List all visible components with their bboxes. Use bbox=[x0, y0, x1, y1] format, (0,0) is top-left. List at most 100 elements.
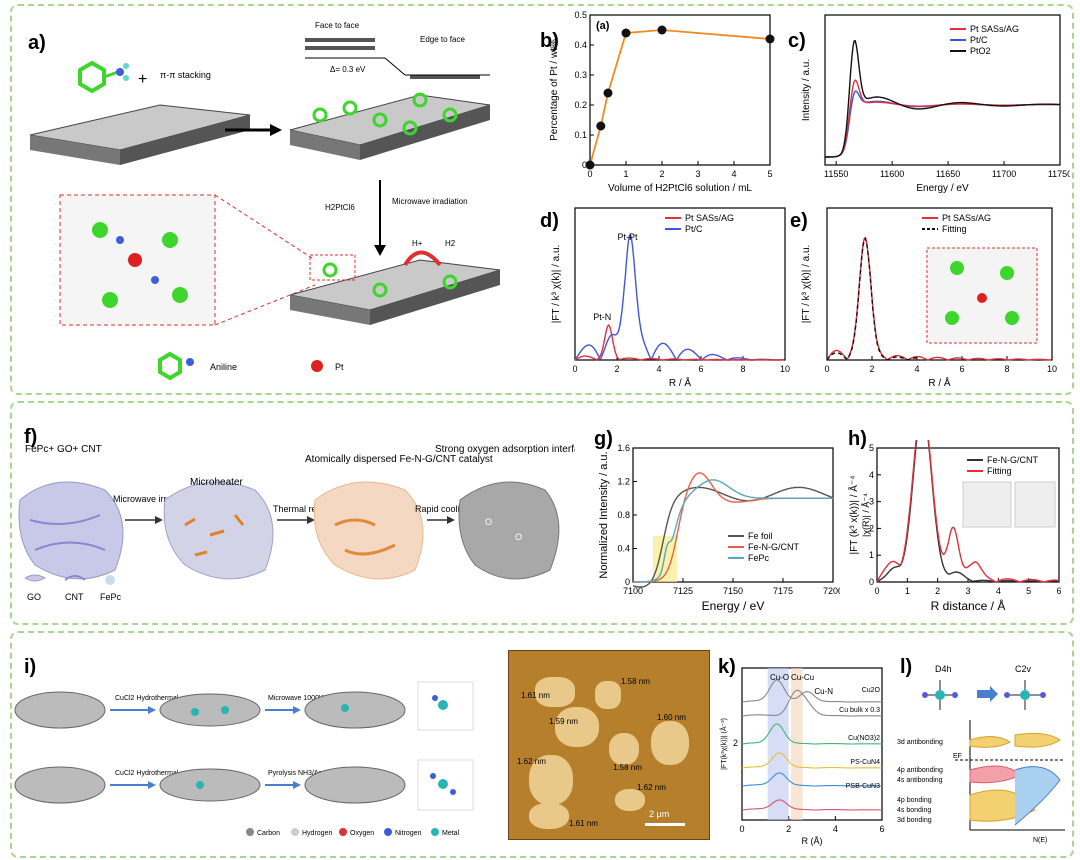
b-y-tick-label: 0.5 bbox=[574, 10, 587, 20]
f-legend: GO CNT FePc bbox=[24, 574, 122, 602]
k-sample-label: PS-CuN4 bbox=[850, 759, 880, 766]
h-ylabel2: |χ(R)| / Å⁻⁴ bbox=[861, 493, 871, 537]
d-x-tick-label: 0 bbox=[572, 364, 577, 374]
legend-nitrogen: Nitrogen bbox=[395, 830, 422, 837]
k-x-tick-label: 6 bbox=[879, 824, 884, 834]
k-sample-label: PSB-CuN3 bbox=[846, 783, 880, 790]
stage-4: O O bbox=[458, 481, 560, 580]
e-ylabel: |FT / k³ χ(k)| / a.u. bbox=[801, 245, 812, 324]
g-x-tick-label: 7100 bbox=[623, 586, 643, 596]
h-x-tick-label: 0 bbox=[874, 586, 879, 596]
b-x-tick-label: 4 bbox=[731, 169, 736, 179]
delta-label: Δ= 0.3 eV bbox=[330, 65, 366, 74]
panel-a-diagram: + π-π stacking Face to face Edge to face… bbox=[29, 21, 501, 381]
h-inset-1 bbox=[962, 481, 1012, 528]
b-y-tick-label: 0.2 bbox=[574, 100, 587, 110]
k-x-tick-label: 0 bbox=[739, 824, 744, 834]
step2-label: Microheater bbox=[190, 477, 243, 488]
legend-entry: Pt SASs/AG bbox=[942, 213, 991, 223]
k-x-tick-label: 4 bbox=[833, 824, 838, 834]
legend-entry: PtO2 bbox=[970, 46, 991, 56]
legend-cnt: CNT bbox=[65, 592, 84, 602]
k-band-cucu bbox=[791, 668, 803, 820]
legend-entry: Fitting bbox=[987, 466, 1012, 476]
b-y-tick-label: 0 bbox=[582, 160, 587, 170]
afm-height-6: 1.62 nm bbox=[517, 757, 546, 766]
level-4p-antibonding: 4p antibonding bbox=[897, 767, 943, 774]
k-series-4 bbox=[741, 772, 882, 787]
panel-l-label: l) bbox=[900, 656, 913, 678]
microwave-label: Microwave irradiation bbox=[392, 197, 468, 206]
g-ylabel: Normalized Intensity / a.u. bbox=[598, 451, 610, 578]
h-y-tick-label: 1 bbox=[869, 550, 874, 560]
g-x-tick-label: 7175 bbox=[773, 586, 793, 596]
g-series-fepc bbox=[633, 479, 833, 583]
aniline-legend: Aniline Pt bbox=[158, 351, 344, 381]
k-sample-label: Cu2O bbox=[862, 687, 881, 694]
legend-oxygen: Oxygen bbox=[350, 830, 374, 837]
legend-carbon: Carbon bbox=[257, 830, 280, 837]
scalebar bbox=[645, 823, 685, 826]
g-y-tick-label: 0.8 bbox=[617, 510, 630, 520]
h-inset-2 bbox=[1014, 481, 1056, 528]
k-sample-label: Cu(NO3)2 bbox=[848, 735, 880, 742]
panel-l-diagram: D4h C2v 3d antibonding EF 4p antibonding… bbox=[897, 664, 1065, 844]
level-3d-antibonding: 3d antibonding bbox=[897, 739, 943, 746]
panel-d-label: d) bbox=[540, 210, 559, 232]
panel-a-label: a) bbox=[28, 32, 46, 54]
arrow2-label: Thermal reduction bbox=[273, 504, 346, 514]
h-series-fitting bbox=[876, 440, 1058, 583]
panel-b-label: b) bbox=[540, 30, 559, 52]
d-annot-ptpt: Pt-Pt bbox=[617, 232, 638, 242]
b-line bbox=[589, 29, 771, 166]
g-series-fefoil bbox=[632, 486, 834, 588]
step4-label: Strong oxygen adsorption interface (G/CN… bbox=[435, 444, 575, 455]
hplus-label: H+ bbox=[412, 239, 423, 248]
c-xlabel: Energy / eV bbox=[916, 183, 969, 194]
e-inset-atom bbox=[950, 261, 964, 275]
legend-entry: Pt SASs/AG bbox=[970, 24, 1019, 34]
c-series-ptsas bbox=[825, 79, 1060, 158]
svg-text:+: + bbox=[138, 71, 147, 88]
c-x-tick-label: 11700 bbox=[992, 169, 1016, 179]
b-point bbox=[621, 28, 631, 38]
g-y-tick-label: 1.2 bbox=[617, 477, 630, 487]
b-x-tick-label: 5 bbox=[767, 169, 772, 179]
edge-to-face-label: Edge to face bbox=[420, 35, 465, 44]
b-xlabel: Volume of H2PtCl6 solution / mL bbox=[608, 183, 752, 194]
k-y-tick-label: 2 bbox=[733, 738, 738, 748]
e-inset-atom bbox=[1000, 266, 1014, 280]
d-xlabel: R / Å bbox=[669, 376, 692, 389]
afm-height-3: 1.59 nm bbox=[549, 717, 578, 726]
plot-frame bbox=[589, 14, 771, 166]
c-x-tick-label: 11550 bbox=[824, 169, 848, 179]
g-x-tick-label: 7125 bbox=[673, 586, 693, 596]
e-inset-atom bbox=[1005, 311, 1019, 325]
b-point bbox=[585, 160, 595, 170]
transform-arrow-icon bbox=[977, 686, 998, 702]
h-y-tick-label: 3 bbox=[869, 497, 874, 507]
pt-legend-label: Pt bbox=[335, 362, 344, 372]
g-xlabel: Energy / eV bbox=[702, 599, 765, 613]
panel-i-label: i) bbox=[24, 656, 37, 678]
d4h-molecule bbox=[922, 680, 958, 710]
g-x-tick-label: 7150 bbox=[723, 586, 743, 596]
legend-entry: Pt SASs/AG bbox=[685, 213, 734, 223]
svg-text:O: O bbox=[485, 517, 492, 527]
stage-1 bbox=[18, 481, 124, 580]
h-y-tick-label: 0 bbox=[869, 577, 874, 587]
level-4p-bonding: 4p bonding bbox=[897, 797, 932, 804]
aniline-icon bbox=[78, 60, 129, 94]
level-4s-bonding: 4s bonding bbox=[897, 807, 931, 814]
b-y-tick-label: 0.1 bbox=[574, 130, 587, 140]
e-xlabel: R / Å bbox=[928, 376, 951, 389]
k-ylabel: |FT(k³χ(k))| (Å⁻³) bbox=[719, 718, 728, 770]
level-4s-antibonding: 4s antibonding bbox=[897, 777, 943, 784]
legend-fepc: FePc bbox=[100, 592, 122, 602]
h-x-tick-label: 6 bbox=[1056, 586, 1061, 596]
h-y-tick-label: 2 bbox=[869, 523, 874, 533]
legend-metal: Metal bbox=[442, 830, 460, 837]
